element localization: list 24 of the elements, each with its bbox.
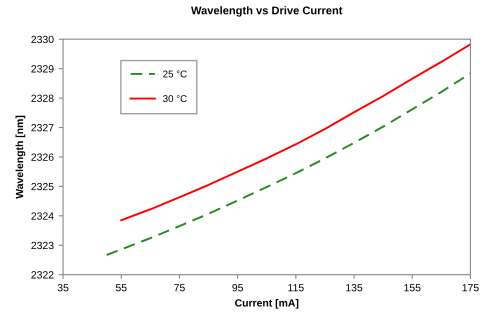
x-tick-label: 175 [462,284,479,292]
legend-label: 30 °C [163,95,187,102]
x-tick-label: 55 [116,284,127,292]
chart-title: Wavelength vs Drive Current [191,6,342,17]
y-tick-label: 2322 [31,271,54,279]
y-tick-label: 2324 [31,212,54,220]
y-tick-label: 2330 [31,36,54,44]
line-series [106,72,470,256]
y-tick-label: 2325 [31,182,54,190]
y-tick-label: 2329 [31,65,54,73]
y-tick-label: 2328 [31,94,54,102]
y-tick-label: 2327 [31,124,54,132]
y-tick-label: 2326 [31,153,54,161]
x-axis-title: Current [mA] [235,298,298,309]
x-tick-label: 35 [58,284,68,292]
x-tick-label: 75 [174,284,185,292]
legend-label: 25 °C [163,70,187,78]
y-axis-title: Wavelength [nm] [16,116,26,199]
x-tick-label: 115 [288,284,304,292]
x-tick-label: 155 [404,284,421,292]
x-tick-label: 135 [346,284,362,292]
y-tick-label: 2323 [31,242,54,250]
x-tick-label: 95 [232,284,244,292]
line-series [120,43,470,222]
